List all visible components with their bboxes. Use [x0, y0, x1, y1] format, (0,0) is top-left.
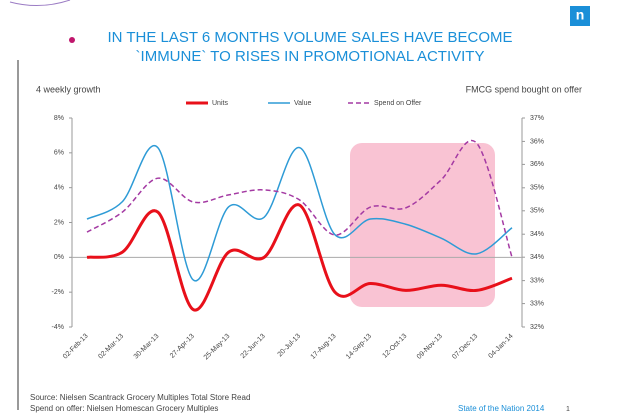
decor-arc [9, 0, 71, 6]
y2-tick-label: 33% [530, 277, 544, 284]
y2-axis-title: FMCG spend bought on offer [466, 84, 582, 94]
spend-note: Spend on offer: Nielsen Homescan Grocery… [30, 404, 218, 413]
y2-tick-label: 32% [530, 324, 544, 331]
y2-tick-label: 35% [530, 185, 544, 192]
y2-tick-label: 33% [530, 300, 544, 307]
y2-tick-label: 34% [530, 254, 544, 261]
brand: State of the Nation 2014 [458, 404, 545, 413]
y-tick-label: 8% [54, 115, 64, 122]
y2-tick-label: 37% [530, 115, 544, 122]
y-tick-label: 4% [54, 185, 64, 192]
legend-label: Units [212, 100, 228, 107]
y-tick-label: 2% [54, 219, 64, 226]
logo: n [576, 7, 585, 23]
legend-label: Value [294, 100, 311, 107]
logo-box [570, 6, 590, 26]
y-axis-title: 4 weekly growth [36, 84, 101, 94]
decor-dot [69, 37, 75, 43]
y-tick-label: 6% [54, 150, 64, 157]
page-number: 1 [566, 406, 570, 413]
series-line [86, 139, 513, 258]
y2-tick-label: 36% [530, 161, 544, 168]
series-line [86, 144, 513, 282]
y2-tick-label: 34% [530, 231, 544, 238]
y2-tick-label: 36% [530, 138, 544, 145]
y-tick-label: -4% [52, 324, 64, 331]
source-note: Source: Nielsen Scantrack Grocery Multip… [30, 393, 250, 402]
y2-tick-label: 35% [530, 208, 544, 215]
title-line: IN THE LAST 6 MONTHS VOLUME SALES HAVE B… [107, 29, 512, 46]
y-tick-label: 0% [54, 254, 64, 261]
legend-label: Spend on Offer [374, 100, 422, 107]
series-line [86, 203, 513, 312]
title-line: `IMMUNE` TO RISES IN PROMOTIONAL ACTIVIT… [136, 48, 485, 65]
y-tick-label: -2% [52, 289, 64, 296]
highlight-region [350, 143, 495, 307]
